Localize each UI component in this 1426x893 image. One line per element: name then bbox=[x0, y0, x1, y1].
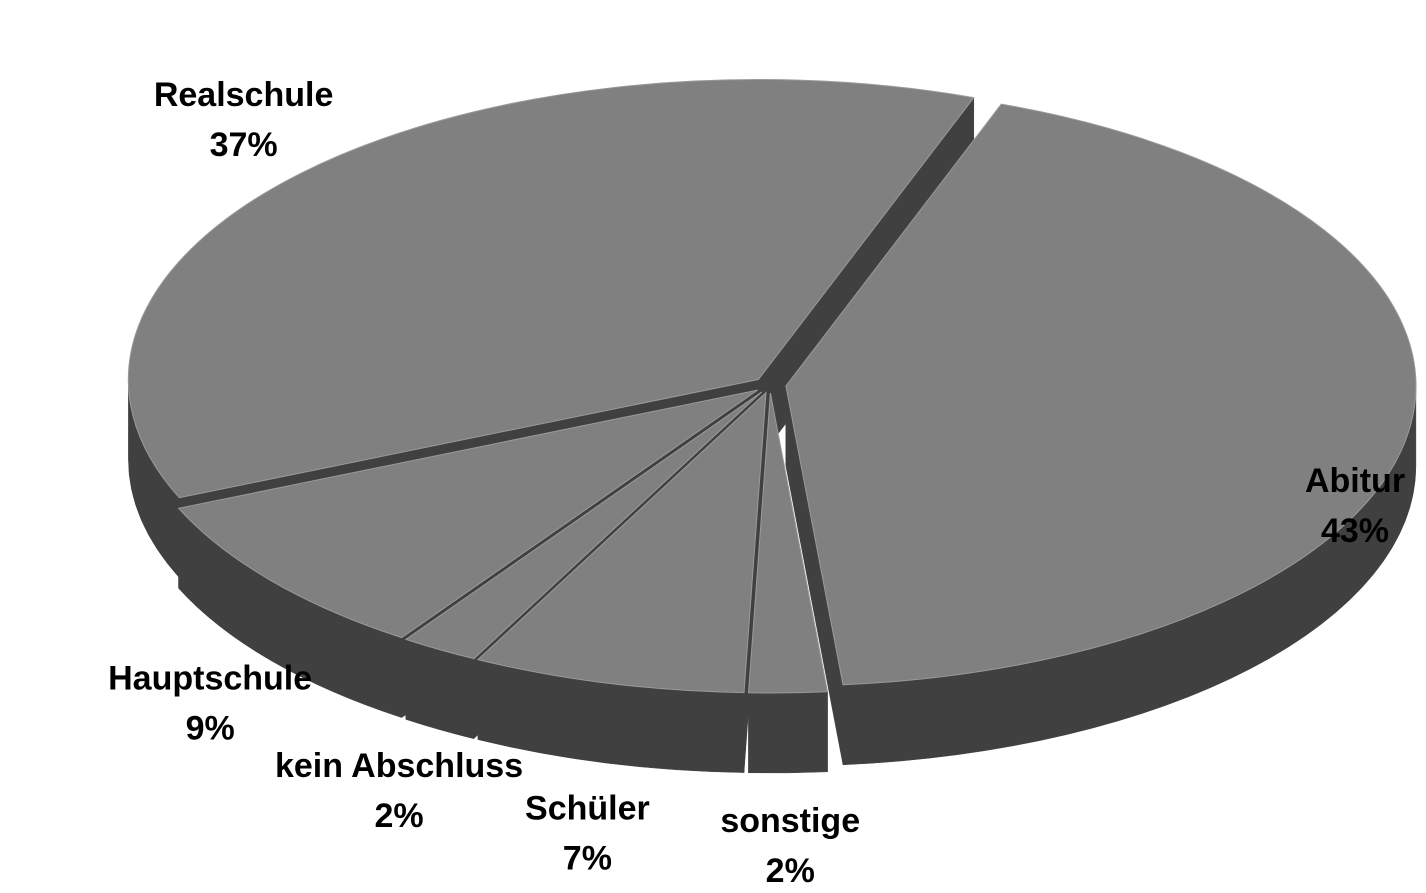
pie-tops bbox=[127, 79, 1417, 694]
slice bbox=[785, 103, 1417, 686]
slice-value-label: 43% bbox=[1321, 512, 1389, 550]
slice-label: kein Abschluss bbox=[275, 747, 523, 785]
slice bbox=[177, 389, 758, 639]
slice-value-label: 2% bbox=[766, 852, 815, 890]
slice-value-label: 7% bbox=[563, 839, 612, 877]
slice-label: Schüler bbox=[525, 789, 650, 827]
slice-value-label: 9% bbox=[186, 710, 235, 748]
slice-label: Abitur bbox=[1305, 462, 1405, 500]
slice bbox=[127, 79, 975, 499]
slice-value-label: 2% bbox=[374, 797, 423, 835]
slice-outer-wall bbox=[748, 691, 828, 774]
slice-label: Hauptschule bbox=[108, 660, 312, 698]
slice-value-label: 37% bbox=[210, 126, 278, 164]
slice bbox=[404, 391, 763, 660]
slice-label: sonstige bbox=[720, 802, 860, 840]
slice bbox=[476, 391, 767, 694]
slice-label: Realschule bbox=[154, 76, 334, 114]
slice bbox=[747, 392, 829, 694]
